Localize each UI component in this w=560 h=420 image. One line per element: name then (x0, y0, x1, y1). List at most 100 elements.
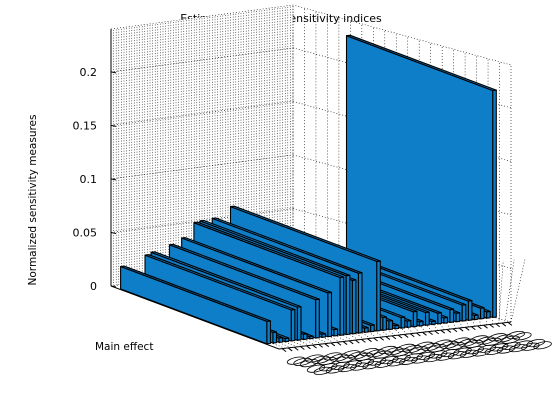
x-tick-label-overlap (341, 350, 361, 359)
bar-top-face (181, 237, 333, 294)
x-tick-label-overlap (496, 345, 516, 354)
bar-side-face (455, 312, 461, 323)
top-box-edges (110, 4, 512, 66)
bar-top-face (229, 205, 381, 262)
x-tick-label-overlap (350, 362, 369, 371)
x-tick-label-overlap (286, 356, 306, 365)
z-axis-ticks: 0 0.05 0.1 0.15 0.2 (73, 66, 117, 293)
z-axis-label: Normalized sensitivity measures (27, 115, 39, 286)
bar-side-face (437, 312, 442, 325)
bar-side-face (290, 308, 296, 342)
z-tick-label: 0.1 (80, 173, 98, 186)
bar-side-face (400, 316, 406, 329)
x-tick-label-overlap (362, 361, 381, 370)
x-tick-label-overlap (533, 341, 552, 350)
bar-top-face (199, 219, 351, 277)
x-tick-mark (342, 341, 348, 345)
x-tick-mark (355, 339, 360, 344)
x-tick-mark (379, 336, 385, 341)
z-tick-mark (110, 231, 117, 234)
x-tick-mark (440, 329, 446, 334)
x-tick-label-overlap (374, 359, 394, 368)
bar-side-face (461, 304, 467, 322)
x-tick-mark (367, 338, 372, 343)
left-wall-gridline (110, 154, 294, 180)
x-tick-label-overlap (484, 346, 503, 356)
x-tick-mark (306, 345, 311, 350)
left-wall-gridline (110, 47, 294, 73)
x-tick-label-overlap (416, 351, 436, 360)
bar-top-face (168, 243, 320, 301)
x-tick-mark (458, 327, 464, 332)
bar-side-face (406, 320, 412, 329)
x-tick-label-overlap (453, 347, 472, 356)
x-tick-mark (287, 347, 293, 352)
x-tick-label-overlap (421, 342, 441, 352)
x-tick-mark (391, 335, 397, 340)
bar-1 (120, 265, 271, 345)
x-tick-mark (428, 331, 433, 335)
x-tick-label-overlap (460, 349, 479, 358)
z-tick-label: 0.2 (80, 66, 98, 79)
x-tick-label-overlap (329, 353, 349, 362)
x-tick-mark (361, 339, 366, 343)
x-tick-mark (483, 324, 488, 329)
left-wall-gridline (110, 208, 294, 233)
floor-front-edges (110, 285, 512, 350)
x-tick-mark (409, 333, 415, 338)
x-tick-label-overlap (489, 343, 509, 352)
floor-gridline (504, 259, 515, 323)
x-tick-mark (397, 334, 403, 339)
x-tick-mark (422, 331, 427, 336)
x-tick-label-overlap (348, 351, 367, 360)
x-tick-label-overlap (476, 336, 495, 345)
z-tick-label: 0.15 (73, 119, 98, 132)
bar-side-face (449, 308, 455, 324)
left-wall-gridline (110, 101, 294, 126)
x-tick-label-overlap (451, 337, 471, 346)
x-tick-mark (312, 344, 317, 349)
x-tick-label-overlap (311, 355, 331, 364)
bar-side-face (296, 306, 302, 341)
x-tick-label-overlap (360, 348, 379, 357)
x-tick-label-overlap (526, 339, 546, 348)
z-tick-mark (110, 285, 117, 288)
x-tick-mark (507, 321, 513, 326)
x-tick-label-overlap (469, 335, 489, 344)
x-tick-mark (495, 323, 501, 328)
x-tick-label-overlap (514, 340, 533, 349)
x-tick-label-overlap (494, 334, 514, 343)
x-tick-label-overlap (337, 363, 357, 373)
x-tick-mark (373, 337, 378, 342)
x-tick-label-overlap (323, 352, 342, 361)
x-tick-mark (416, 332, 421, 337)
x-tick-labels (281, 321, 552, 375)
x-tick-mark (403, 334, 409, 338)
x-tick-mark (318, 343, 323, 348)
x-tick-label-overlap (325, 365, 345, 374)
x-tick-mark (464, 326, 470, 331)
x-tick-label-overlap (343, 360, 362, 369)
x-tick-mark (348, 340, 354, 345)
x-tick-label-overlap (447, 351, 467, 360)
bar-side-face (345, 274, 351, 336)
x-tick-mark (330, 342, 336, 347)
x-tick-label-overlap (386, 358, 406, 367)
x-tick-label-overlap (458, 338, 477, 347)
x-tick-mark (281, 348, 287, 353)
x-tick-label-overlap (396, 343, 416, 352)
x-tick-mark (336, 341, 342, 346)
x-tick-label-overlap (506, 331, 526, 340)
x-tick-label-overlap (306, 364, 326, 373)
x-tick-label-overlap (423, 354, 442, 363)
bar-side-face (333, 328, 339, 337)
x-tick-label-overlap (305, 354, 324, 363)
bar-side-face (327, 291, 333, 338)
y-tick-label-main-effect: Main effect (95, 341, 153, 353)
x-tick-label-overlap (472, 348, 491, 357)
x-tick-mark (452, 328, 458, 333)
x-tick-label-overlap (378, 345, 397, 355)
bar-top-face (345, 34, 497, 92)
bars (120, 34, 497, 345)
